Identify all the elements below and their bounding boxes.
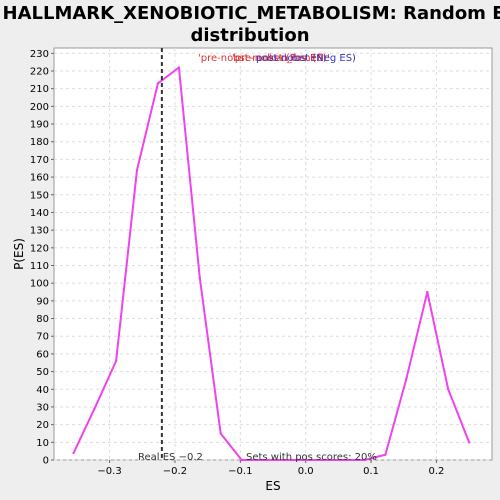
x-tick-label: −0.3 — [97, 466, 121, 477]
series-point — [405, 377, 408, 380]
series-point — [384, 453, 387, 456]
series-point — [363, 458, 366, 462]
y-tick-label: 160 — [30, 173, 49, 184]
y-tick-label: 60 — [36, 349, 49, 360]
y-tick-label: 70 — [36, 332, 49, 343]
x-axis: −0.3 −0.2 −0.1 0.0 0.1 0.2 — [97, 460, 444, 477]
series-point — [114, 359, 118, 363]
chart-title-line1: HALLMARK_XENOBIOTIC_METABOLISM: Random E… — [3, 3, 500, 24]
series-point — [261, 458, 264, 462]
grid-layer — [54, 48, 492, 461]
y-tick-label: 30 — [36, 402, 49, 413]
y-tick-label: 230 — [30, 49, 49, 60]
y-tick-label: 50 — [36, 367, 49, 378]
series-point — [447, 388, 450, 391]
y-tick-label: 90 — [36, 296, 49, 307]
legend-entry-neg: post-nobst (Neg ES) — [256, 53, 356, 64]
y-tick-label: 20 — [36, 420, 49, 431]
series-line-0 — [72, 66, 471, 461]
y-tick-label: 40 — [36, 385, 49, 396]
series-point — [467, 441, 471, 444]
chart-title-line2: distribution — [190, 25, 309, 46]
y-tick-label: 190 — [30, 120, 49, 131]
x-tick-label: 0.2 — [428, 466, 444, 477]
series-point — [72, 451, 75, 455]
y-tick-label: 100 — [30, 279, 49, 290]
y-tick-label: 120 — [30, 243, 49, 254]
series-point — [93, 407, 96, 410]
series-point — [324, 458, 327, 462]
series-point — [426, 290, 429, 294]
y-tick-label: 140 — [30, 208, 49, 219]
x-axis-label: ES — [265, 479, 280, 493]
legend-entry-pos: 'pre-nobst (Pos ES) — [232, 53, 327, 64]
pos-scores-label: Sets with pos scores: 20% — [246, 452, 377, 463]
series-point — [240, 458, 243, 462]
y-tick-label: 170 — [30, 155, 49, 166]
y-tick-label: 210 — [30, 84, 49, 95]
y-tick-label: 180 — [30, 137, 49, 148]
plot-area — [53, 47, 493, 461]
y-tick-label: 200 — [30, 102, 49, 113]
y-tick-label: 0 — [43, 456, 49, 467]
series-point — [177, 66, 181, 69]
y-axis-label: P(ES) — [12, 238, 26, 270]
series-point — [135, 168, 139, 172]
series-point — [343, 458, 347, 462]
x-tick-label: −0.1 — [228, 466, 252, 477]
series-point — [282, 458, 285, 462]
series-point — [304, 458, 307, 462]
series-point — [198, 276, 201, 280]
y-axis: 0 10 20 30 40 50 60 70 80 90 100 110 120 130 140 150 160… — [30, 49, 54, 467]
y-tick-label: 220 — [30, 66, 49, 77]
series-layer — [72, 66, 471, 462]
series-point — [156, 82, 160, 85]
y-tick-label: 130 — [30, 226, 49, 237]
series-point — [219, 432, 222, 435]
x-tick-label: 0.1 — [363, 466, 379, 477]
real-es-label: Real ES −0.2 — [138, 452, 203, 463]
y-tick-label: 80 — [36, 314, 49, 325]
x-tick-label: −0.2 — [163, 466, 187, 477]
legend: 'pre-nobst-ranked_benefit' 'pre-nobst (P… — [198, 53, 356, 64]
x-tick-label: 0.0 — [298, 466, 314, 477]
y-tick-label: 150 — [30, 190, 49, 201]
y-tick-label: 110 — [30, 261, 49, 272]
y-tick-label: 10 — [36, 438, 49, 449]
legend-entry-benefit: 'pre-nobst-ranked_benefit' — [198, 53, 330, 64]
